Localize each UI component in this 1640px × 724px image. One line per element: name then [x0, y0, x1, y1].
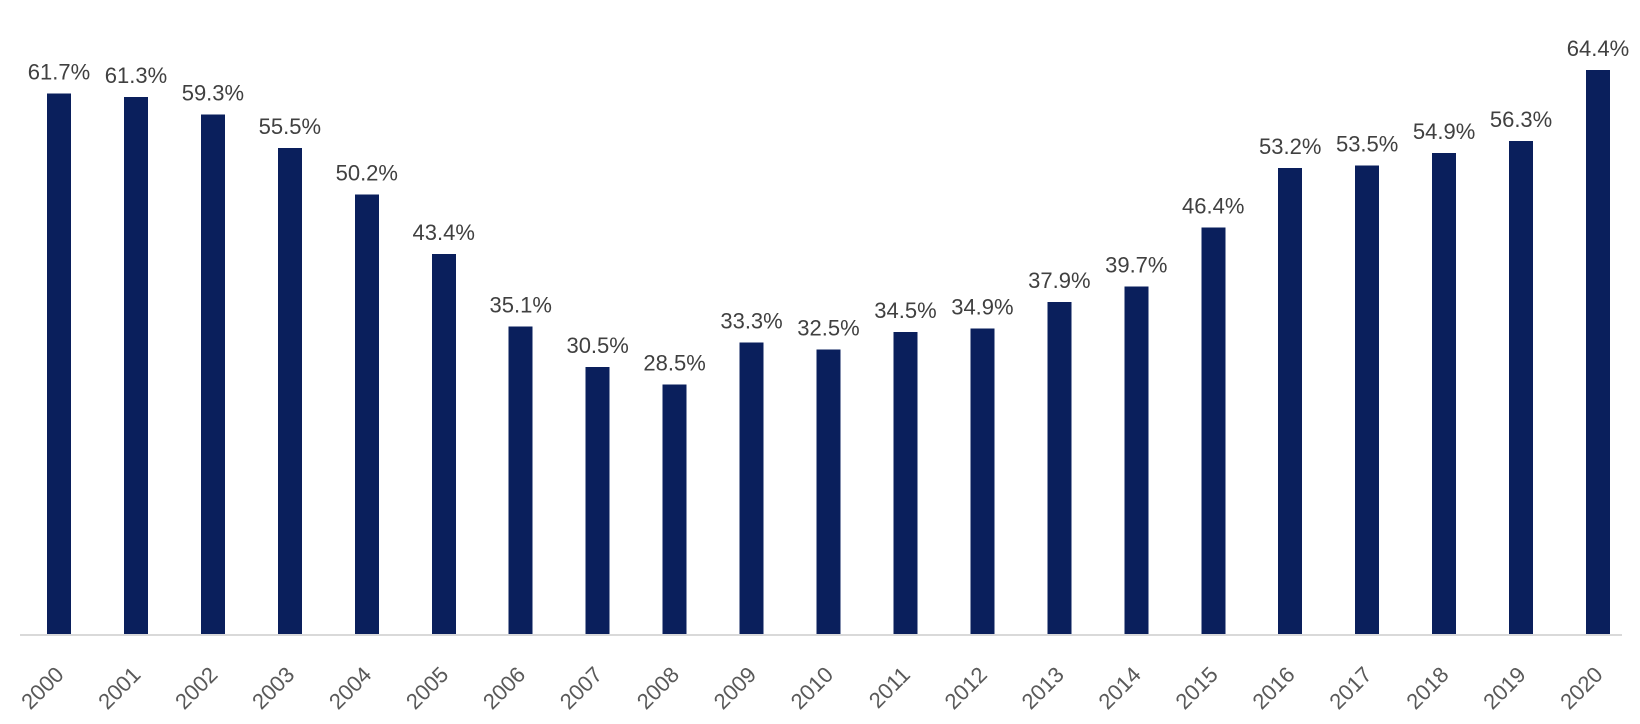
x-tick-label-2015: 2015	[1170, 662, 1222, 714]
x-tick-label-2002: 2002	[170, 662, 222, 714]
bar-2009	[739, 342, 764, 634]
bar-2013	[1047, 302, 1072, 634]
data-label-2017: 53.5%	[1336, 131, 1398, 156]
bar-2014	[1124, 286, 1149, 634]
bar-2002	[200, 114, 225, 634]
bar-2006	[508, 326, 533, 634]
x-tick-label-2011: 2011	[864, 662, 915, 713]
bar-2011	[893, 331, 918, 634]
data-label-2016: 53.2%	[1259, 134, 1321, 159]
data-label-2005: 43.4%	[413, 220, 475, 245]
data-label-2002: 59.3%	[182, 81, 244, 106]
x-tick-label-2016: 2016	[1247, 662, 1299, 714]
x-tick-label-2017: 2017	[1324, 662, 1376, 714]
bar-2004	[354, 194, 379, 635]
bar-2003	[277, 147, 302, 634]
bar-2008	[662, 384, 687, 634]
data-label-2000: 61.7%	[28, 60, 90, 85]
data-label-2001: 61.3%	[105, 63, 167, 88]
data-label-2008: 28.5%	[643, 350, 705, 375]
data-label-2014: 39.7%	[1105, 252, 1167, 277]
bar-2017	[1355, 165, 1380, 634]
x-tick-label-2013: 2013	[1017, 662, 1069, 714]
bar-2018	[1432, 153, 1457, 634]
x-tick-labels-group: 2000 2001 2002 2003 2004 2005 2006 2007 2008 2009…	[16, 662, 1607, 714]
data-label-2003: 55.5%	[259, 114, 321, 139]
x-tick-label-2006: 2006	[478, 662, 530, 714]
bar-2010	[816, 349, 841, 634]
data-label-2013: 37.9%	[1028, 268, 1090, 293]
data-label-2006: 35.1%	[490, 293, 552, 318]
x-tick-label-2008: 2008	[632, 662, 684, 714]
data-label-2010: 32.5%	[797, 315, 859, 340]
bar-2020	[1586, 70, 1610, 634]
data-label-2012: 34.9%	[951, 294, 1013, 319]
data-label-2018: 54.9%	[1413, 119, 1475, 144]
bar-2016	[1278, 168, 1303, 634]
bar-2015	[1201, 227, 1226, 634]
x-tick-label-2009: 2009	[709, 662, 761, 714]
bar-2019	[1509, 140, 1534, 634]
x-tick-label-2004: 2004	[324, 662, 376, 714]
x-tick-label-2001: 2001	[93, 662, 145, 714]
data-labels-group: 61.7% 61.3% 59.3% 55.5% 50.2% 43.4% 35.1% 30.5%…	[28, 36, 1629, 375]
x-tick-label-2019: 2019	[1478, 662, 1530, 714]
x-tick-label-2003: 2003	[247, 662, 299, 714]
bar-2001	[123, 97, 148, 634]
data-label-2019: 56.3%	[1490, 107, 1552, 132]
x-tick-label-2014: 2014	[1094, 662, 1146, 714]
x-tick-label-2005: 2005	[401, 662, 453, 714]
bars-group	[47, 70, 1610, 635]
data-label-2007: 30.5%	[566, 333, 628, 358]
bar-2012	[970, 328, 995, 634]
data-label-2020: 64.4%	[1567, 36, 1629, 61]
bar-2000	[47, 93, 71, 634]
x-tick-label-2018: 2018	[1401, 662, 1453, 714]
x-tick-label-2007: 2007	[555, 662, 607, 714]
data-label-2011: 34.5%	[874, 298, 936, 323]
x-tick-label-2012: 2012	[940, 662, 992, 714]
x-tick-label-2000: 2000	[16, 662, 68, 714]
bar-2005	[431, 253, 456, 634]
data-label-2009: 33.3%	[720, 308, 782, 333]
x-tick-label-2020: 2020	[1555, 662, 1607, 714]
data-label-2004: 50.2%	[336, 160, 398, 185]
bar-2007	[585, 366, 610, 634]
x-tick-label-2010: 2010	[786, 662, 838, 714]
data-label-2015: 46.4%	[1182, 194, 1244, 219]
